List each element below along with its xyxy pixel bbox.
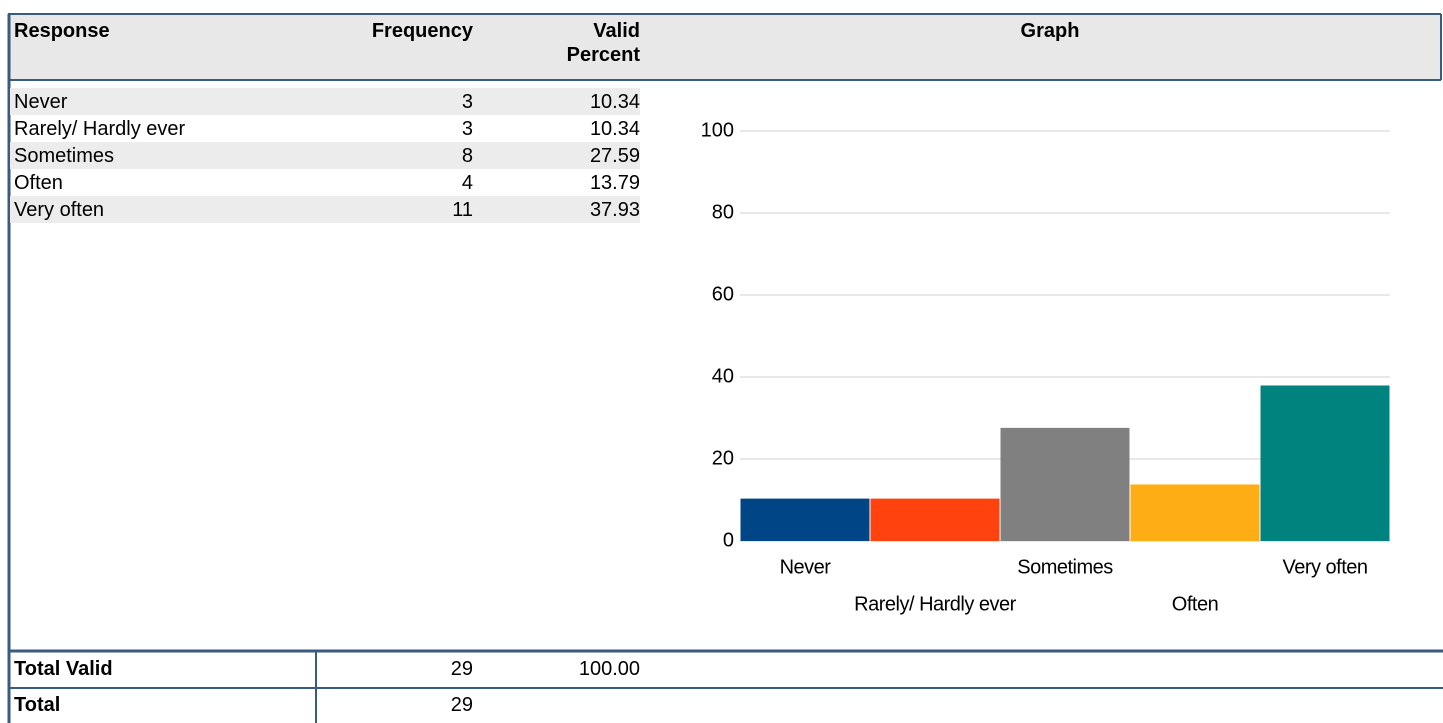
table-cell: 29 <box>450 694 473 716</box>
x-tick-label: Often <box>1172 593 1218 615</box>
header-cell: Valid Percent <box>566 20 640 66</box>
table-cell: Sometimes <box>14 145 115 167</box>
header-bg <box>8 14 1441 79</box>
table-cell: Total <box>14 694 61 716</box>
row-bg <box>10 196 640 223</box>
x-tick-label: Sometimes <box>1017 556 1113 578</box>
header-cell: Response <box>14 20 110 42</box>
y-tick-label: 80 <box>712 201 734 223</box>
bar <box>1000 427 1130 541</box>
y-tick-label: 60 <box>712 283 734 305</box>
table-cell: Rarely/ Hardly ever <box>14 118 186 140</box>
table-cell: Very often <box>14 199 105 221</box>
header-cell: Graph <box>1020 20 1080 42</box>
bar <box>740 498 870 541</box>
header-cell: Frequency <box>371 20 473 42</box>
bar <box>870 498 1000 541</box>
table-cell: 3 <box>461 118 473 140</box>
bar <box>1260 385 1390 541</box>
table-cell: Often <box>14 172 63 194</box>
x-tick-label: Rarely/ Hardly ever <box>854 593 1017 615</box>
y-tick-label: 100 <box>701 119 734 141</box>
y-tick-label: 20 <box>712 447 734 469</box>
y-tick-label: 0 <box>723 529 734 551</box>
table-cell: 29 <box>450 658 473 680</box>
table-cell: Total Valid <box>14 658 113 680</box>
table-cell: 11 <box>452 199 473 221</box>
table-cell: 13.79 <box>589 172 640 194</box>
table-cell: 3 <box>461 91 473 113</box>
table-cell: 100.00 <box>578 658 640 680</box>
y-tick-label: 40 <box>712 365 734 387</box>
table-cell: 8 <box>461 145 473 167</box>
table-cell: 4 <box>461 172 473 194</box>
row-bg <box>10 88 640 115</box>
table-cell: 10.34 <box>589 118 640 140</box>
row-bg <box>10 142 640 169</box>
x-tick-label: Never <box>780 556 832 578</box>
x-tick-label: Very often <box>1282 556 1367 578</box>
table-cell: 37.93 <box>589 199 640 221</box>
bar <box>1130 484 1260 541</box>
table-cell: 10.34 <box>589 91 640 113</box>
table-cell: 27.59 <box>589 145 640 167</box>
table-cell: Never <box>14 91 68 113</box>
